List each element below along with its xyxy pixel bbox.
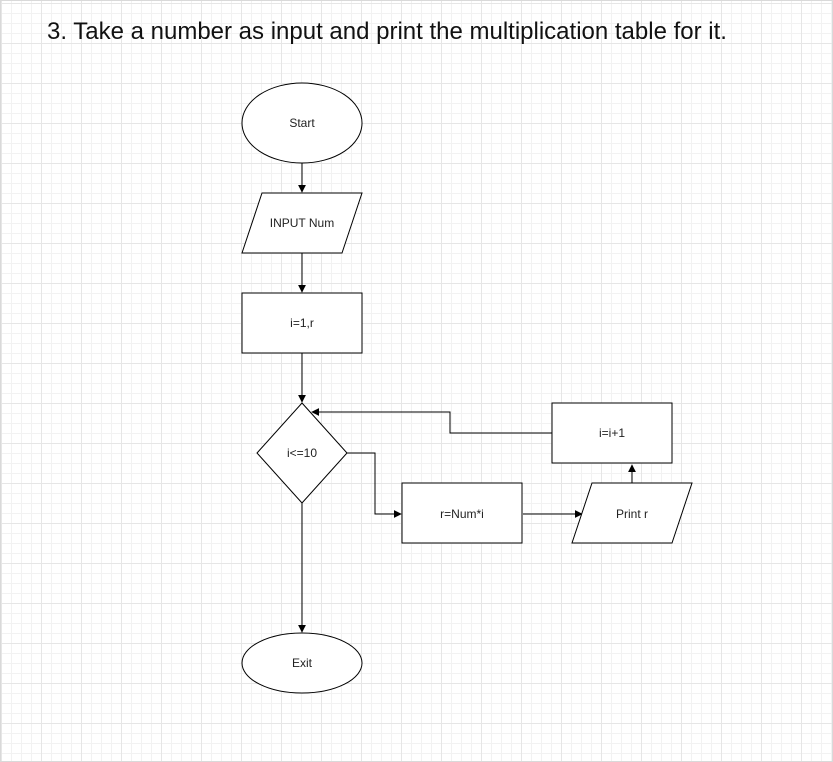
input-label: INPUT Num [270, 216, 334, 230]
compute-label: r=Num*i [440, 507, 484, 521]
print-node: Print r [571, 482, 693, 544]
exit-node: Exit [241, 632, 363, 694]
increment-label: i=i+1 [599, 426, 625, 440]
condition-node: i<=10 [256, 402, 348, 504]
condition-label: i<=10 [287, 446, 317, 460]
increment-node: i=i+1 [551, 402, 673, 464]
init-node: i=1,r [241, 292, 363, 354]
edge-increment-to-condition [311, 408, 552, 434]
exit-label: Exit [292, 656, 313, 670]
compute-node: r=Num*i [401, 482, 523, 544]
input-node: INPUT Num [241, 192, 363, 254]
start-label: Start [289, 116, 315, 130]
edge-condition-to-compute [347, 452, 402, 518]
print-label: Print r [616, 507, 648, 521]
init-label: i=1,r [290, 316, 314, 330]
page-title: 3. Take a number as input and print the … [47, 18, 727, 45]
start-node: Start [241, 82, 363, 164]
